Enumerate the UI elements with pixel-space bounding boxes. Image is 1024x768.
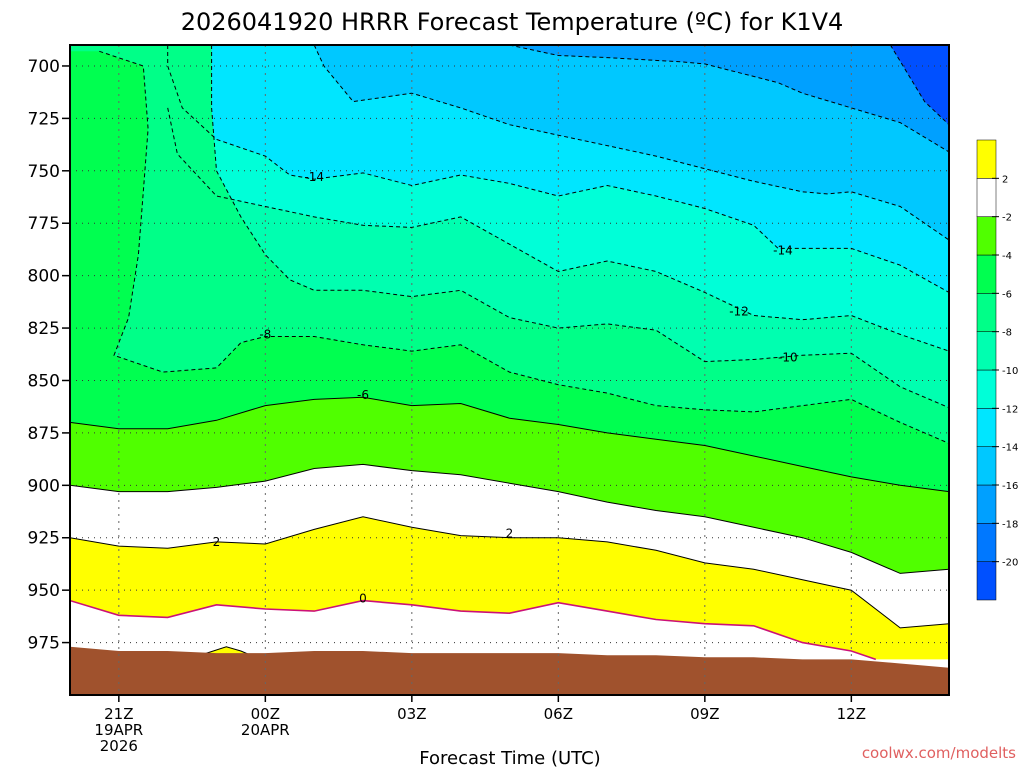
contour-line-layer [70,45,949,661]
colorbar-tick-label: -4 [1002,251,1012,262]
y-tick-label: 900 [28,476,60,496]
x-axis-label: Forecast Time (UTC) [419,748,600,768]
colorbar-swatch [976,561,997,601]
colorbar-tick-label: -20 [1002,558,1018,569]
contour-label-layer: -14 -14 -12 -10 -8 -6 2 2 0 [213,170,798,605]
colorbar-swatch [976,408,997,447]
contour-line-minus-8 [99,50,949,444]
colorbar-tick-label: -8 [1002,328,1012,339]
colorbar-swatch [976,331,997,371]
contour-line-minus-20 [889,45,949,126]
contour-label: 0 [359,592,367,606]
x-tick-year: 2026 [100,737,138,755]
y-axis: 700 725 750 775 800 825 850 875 900 925 950 975 [28,57,70,654]
ground-surface [70,646,949,695]
colorbar-tick-label: -16 [1002,481,1018,492]
y-tick-label: 850 [28,371,60,391]
contour-label: -12 [729,304,749,318]
colorbar-tick-label: -14 [1002,443,1018,454]
colorbar-swatch [976,293,997,332]
colorbar-swatch [976,369,997,409]
colorbar-swatch [976,254,997,294]
x-tick-date: 20APR [241,721,290,739]
colorbar-tick-label: -6 [1002,289,1012,300]
x-tick-label: 00Z [251,705,280,723]
y-tick-label: 875 [28,424,60,444]
colorbar-swatch [976,178,997,217]
contour-fill-layer [70,45,949,695]
colorbar-swatch [976,484,997,524]
contour-line-minus-18 [509,45,949,153]
contour-label: -10 [778,350,798,364]
contour-line-minus-16 [313,45,949,241]
y-tick-label: 725 [28,109,60,129]
colorbar-tick-label: -12 [1002,404,1018,415]
x-tick-label: 03Z [397,705,426,723]
colorbar-tick-label: -10 [1002,366,1018,377]
colorbar-swatch [976,446,997,486]
contour-line-0 [70,599,877,661]
colorbar-swatch [976,523,997,562]
contour-label: -14 [773,243,793,257]
colorbar: 2 -2 -4 -6 -8 -10 -12 -14 -16 -18 -20 [976,139,1018,601]
y-tick-label: 750 [28,162,60,182]
contour-label: -6 [357,388,369,402]
y-tick-label: 925 [28,529,60,549]
x-tick-date: 19APR [94,721,143,739]
contour-line-minus-4 [70,463,949,574]
x-tick-label: 12Z [837,705,866,723]
colorbar-tick-label: -18 [1002,519,1018,530]
x-tick-label: 21Z [104,705,133,723]
colorbar-swatch [976,139,997,179]
contour-label: 2 [213,535,221,549]
y-tick-label: 950 [28,581,60,601]
contour-line-minus-6 [70,396,949,493]
contour-label: -8 [259,327,271,341]
y-tick-label: 800 [28,267,60,287]
contour-line-minus-14 [167,45,949,293]
contour-line-minus-12 [167,107,949,352]
y-tick-label: 825 [28,319,60,339]
contour-label: 2 [506,527,514,541]
colorbar-swatch [976,216,997,256]
credit-text: coolwx.com/modelts [862,744,1016,762]
contour-line-minus-10 [211,45,949,409]
contour-label: -14 [304,170,324,184]
plot-frame [69,44,950,696]
colorbar-tick-label: 2 [1002,174,1008,185]
x-tick-label: 06Z [544,705,573,723]
y-tick-label: 700 [28,57,60,77]
chart-title: 2026041920 HRRR Forecast Temperature (ºC… [181,8,844,36]
contour-line-minus-2 [70,516,949,629]
colorbar-tick-label: -2 [1002,213,1012,224]
x-tick-label: 09Z [690,705,719,723]
y-tick-label: 975 [28,634,60,654]
y-tick-label: 775 [28,214,60,234]
